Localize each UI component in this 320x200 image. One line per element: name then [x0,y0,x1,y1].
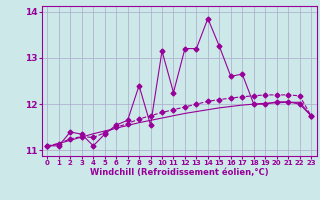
X-axis label: Windchill (Refroidissement éolien,°C): Windchill (Refroidissement éolien,°C) [90,168,268,177]
